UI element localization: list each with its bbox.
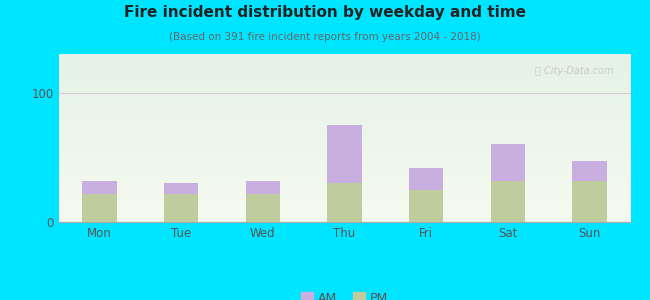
Bar	[82, 181, 116, 194]
Bar	[409, 168, 443, 190]
Legend: AM, PM: AM, PM	[296, 287, 393, 300]
Bar	[409, 190, 443, 222]
Bar	[164, 183, 198, 194]
Bar	[491, 181, 525, 222]
Bar	[82, 194, 116, 222]
Text: Fire incident distribution by weekday and time: Fire incident distribution by weekday an…	[124, 4, 526, 20]
Bar	[246, 181, 280, 194]
Bar	[246, 194, 280, 222]
Bar	[328, 183, 361, 222]
Bar	[328, 125, 361, 183]
Bar	[573, 161, 607, 181]
Text: ⓘ City-Data.com: ⓘ City-Data.com	[535, 66, 614, 76]
Text: (Based on 391 fire incident reports from years 2004 - 2018): (Based on 391 fire incident reports from…	[169, 32, 481, 41]
Bar	[164, 194, 198, 222]
Bar	[491, 145, 525, 181]
Bar	[573, 181, 607, 222]
